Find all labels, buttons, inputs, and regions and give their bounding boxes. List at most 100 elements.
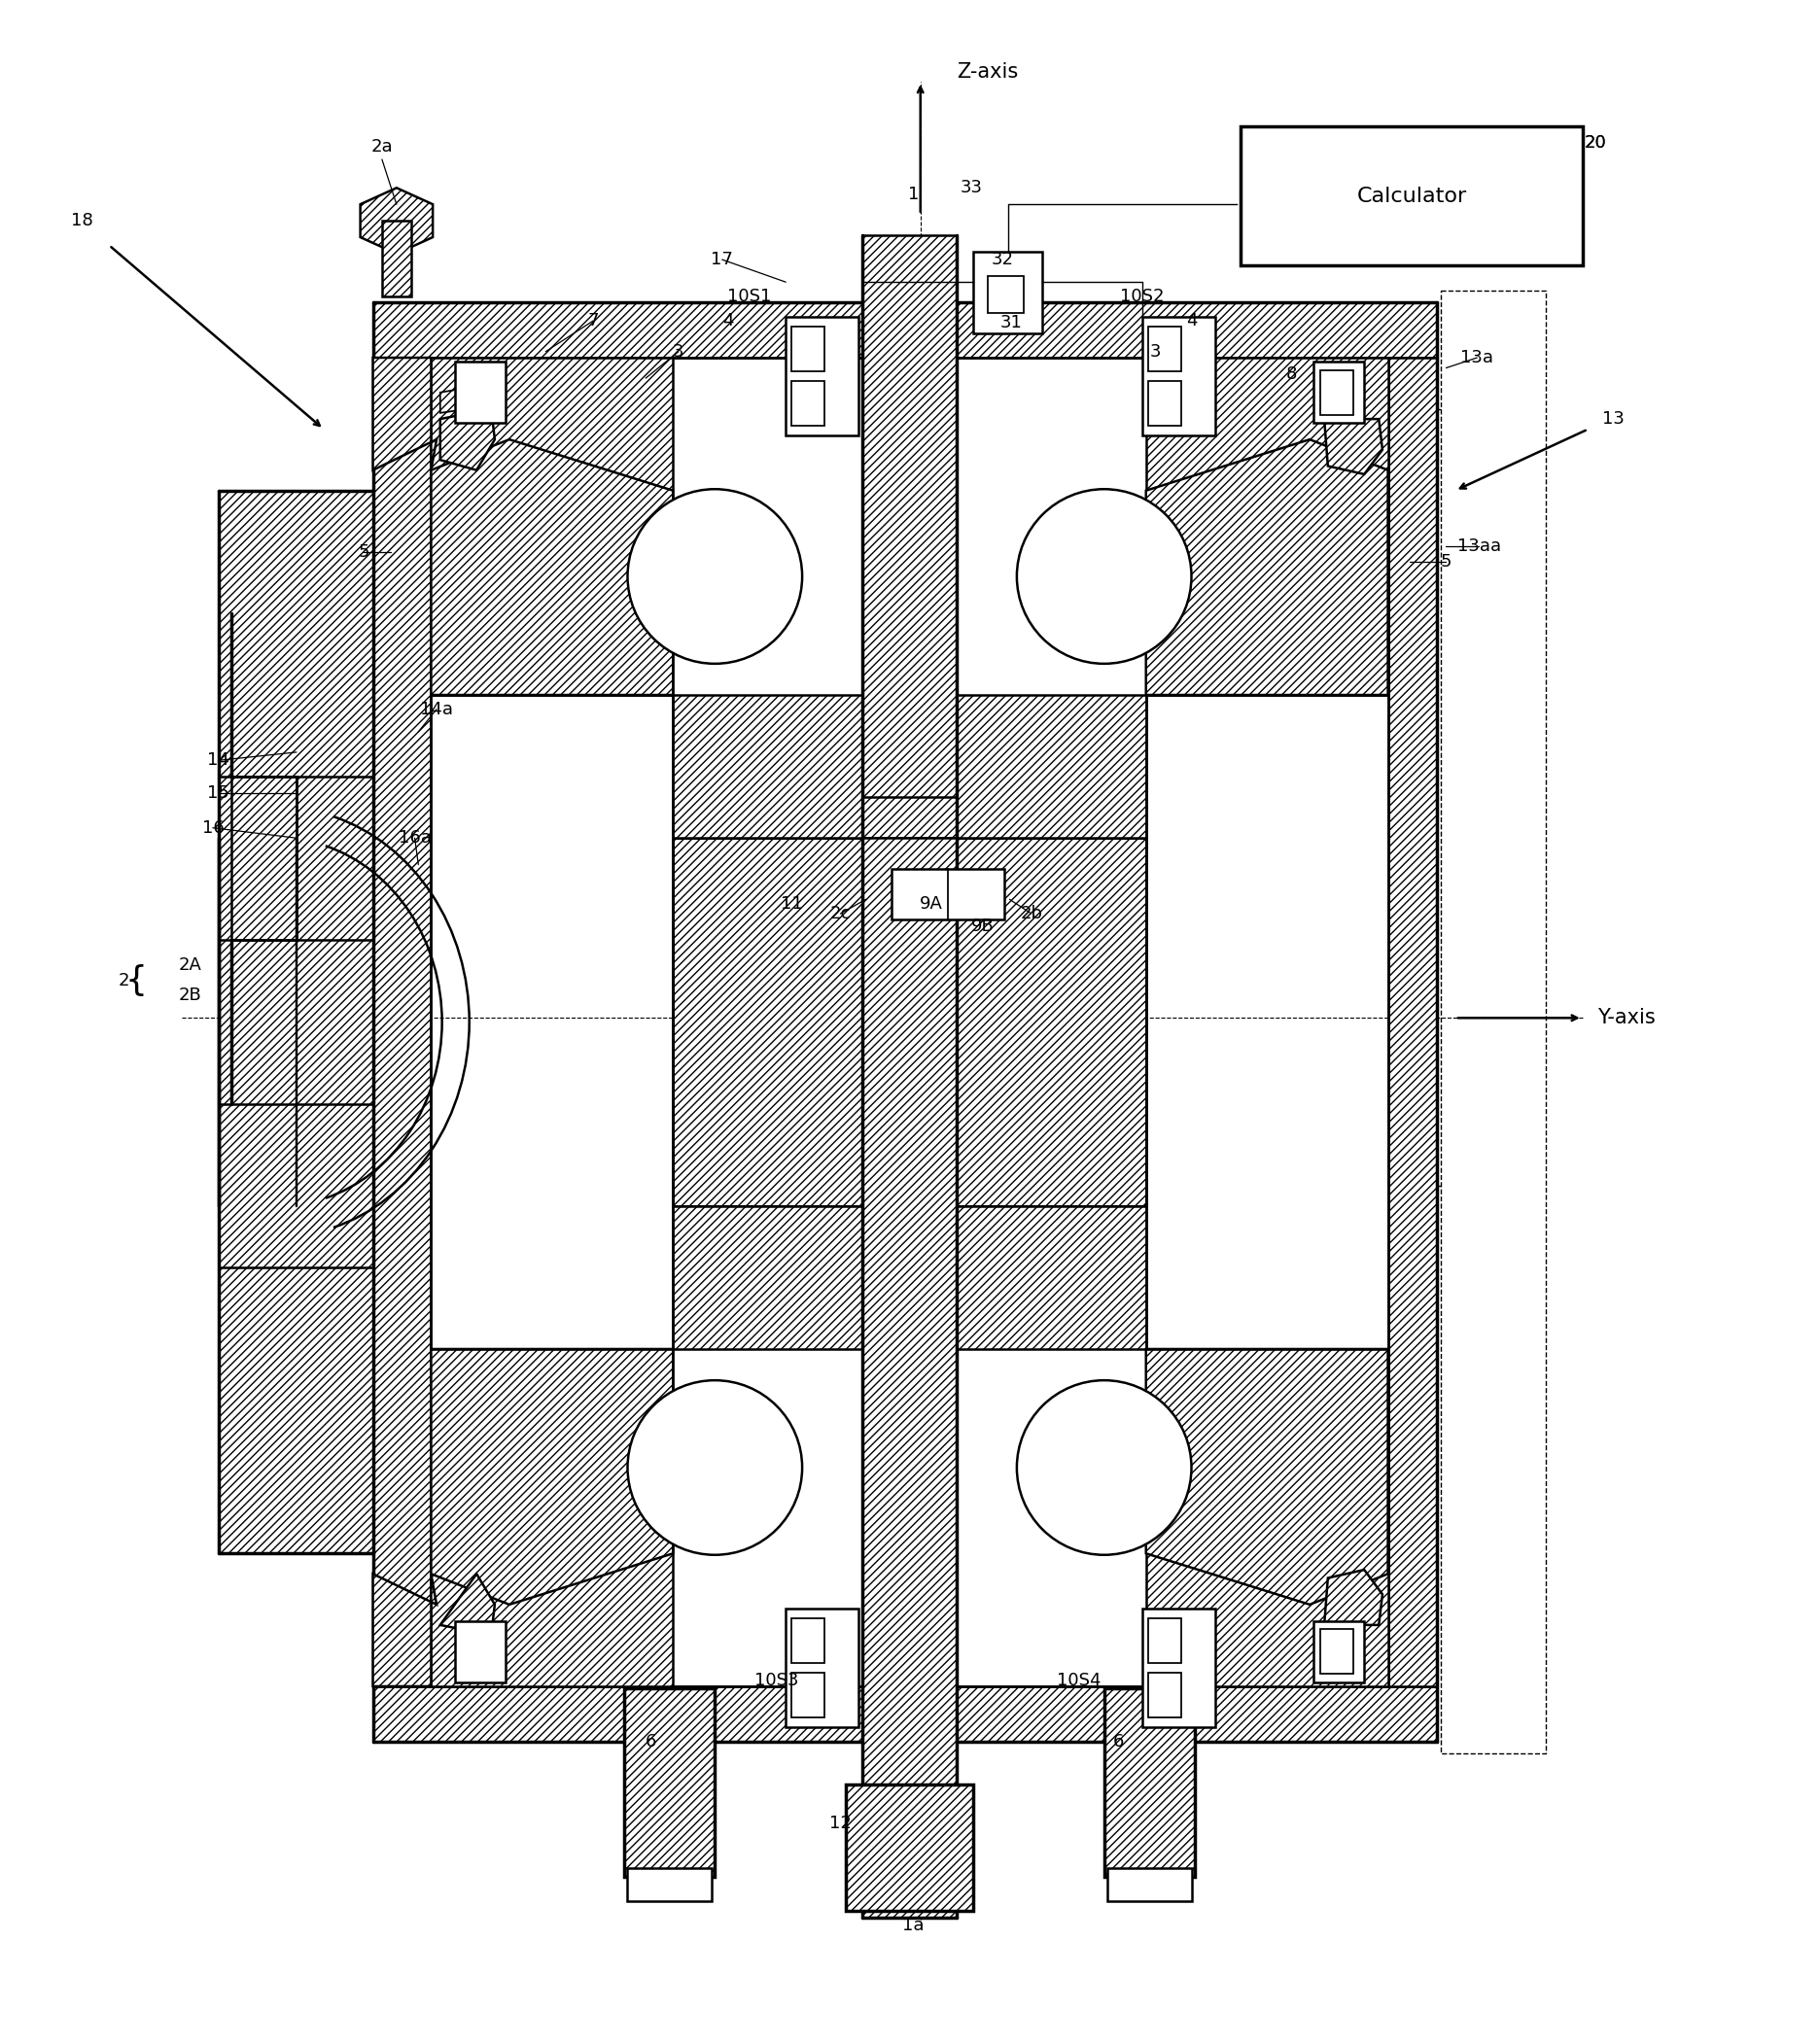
Text: Calculator: Calculator	[1357, 186, 1466, 206]
Text: 4: 4	[722, 313, 733, 329]
Text: 1: 1	[908, 186, 919, 202]
Text: 16: 16	[202, 820, 224, 836]
Bar	[846, 1784, 973, 1911]
Text: 2c: 2c	[829, 905, 851, 922]
Polygon shape	[673, 838, 1146, 1206]
Text: 17: 17	[711, 251, 733, 268]
Polygon shape	[1146, 439, 1388, 695]
Text: 7: 7	[588, 313, 598, 329]
Circle shape	[628, 1380, 802, 1555]
Circle shape	[1017, 489, 1191, 664]
Bar	[973, 251, 1042, 333]
Text: {: {	[126, 965, 147, 997]
Polygon shape	[431, 1349, 673, 1605]
Text: 9B: 9B	[971, 918, 993, 934]
Text: 2B: 2B	[178, 987, 202, 1004]
Bar	[628, 1868, 711, 1901]
Text: 3: 3	[1150, 343, 1161, 360]
Text: Y-axis: Y-axis	[1597, 1008, 1655, 1028]
Text: 33: 33	[960, 180, 982, 196]
Text: 13aa: 13aa	[1457, 538, 1501, 554]
Polygon shape	[431, 439, 673, 695]
Bar	[624, 1688, 715, 1876]
Text: 16a: 16a	[398, 830, 431, 846]
Bar	[786, 1609, 859, 1727]
Text: 2a: 2a	[371, 139, 393, 155]
Polygon shape	[360, 188, 433, 253]
Polygon shape	[373, 1686, 1437, 1741]
Text: 15: 15	[207, 785, 229, 801]
Text: 5: 5	[1441, 554, 1452, 570]
Polygon shape	[862, 235, 957, 797]
Bar	[1241, 127, 1583, 266]
Polygon shape	[440, 388, 469, 413]
Text: 3: 3	[673, 343, 684, 360]
Text: 1a: 1a	[902, 1917, 924, 1934]
Polygon shape	[1146, 358, 1388, 695]
Bar	[1313, 362, 1364, 423]
Bar	[1142, 1609, 1215, 1727]
Polygon shape	[373, 358, 437, 470]
Polygon shape	[218, 491, 373, 1553]
Polygon shape	[1324, 419, 1382, 474]
Bar	[382, 221, 411, 296]
Bar	[1321, 370, 1353, 415]
Text: 14: 14	[207, 752, 229, 769]
Bar	[1313, 1621, 1364, 1682]
Circle shape	[628, 489, 802, 664]
Bar	[1142, 317, 1215, 435]
Text: 2A: 2A	[178, 957, 202, 973]
Text: 10S2: 10S2	[1121, 288, 1164, 305]
Bar	[1148, 327, 1181, 372]
Text: 31: 31	[1000, 315, 1022, 331]
Text: 20: 20	[1584, 135, 1606, 151]
Polygon shape	[1146, 1349, 1388, 1686]
Text: 2b: 2b	[1020, 905, 1042, 922]
Text: 6: 6	[1113, 1733, 1124, 1750]
Polygon shape	[431, 1349, 673, 1686]
Text: 13a: 13a	[1461, 350, 1493, 366]
Polygon shape	[1146, 1349, 1388, 1605]
Text: 20: 20	[1584, 135, 1606, 151]
Text: 13: 13	[1603, 411, 1624, 427]
Text: 5: 5	[358, 544, 369, 560]
Bar	[455, 1621, 506, 1682]
Polygon shape	[373, 1574, 437, 1686]
Polygon shape	[673, 695, 1146, 838]
Bar	[1321, 1629, 1353, 1674]
Polygon shape	[218, 1267, 373, 1553]
Text: 10S4: 10S4	[1057, 1672, 1100, 1688]
Bar	[791, 327, 824, 372]
Bar	[988, 276, 1024, 313]
Text: 11: 11	[780, 895, 802, 912]
Bar	[1148, 1672, 1181, 1717]
Polygon shape	[373, 303, 1437, 358]
Polygon shape	[231, 777, 296, 940]
Text: 10S3: 10S3	[755, 1672, 799, 1688]
Bar	[791, 380, 824, 425]
Bar	[455, 362, 506, 423]
Text: 2: 2	[118, 973, 129, 989]
Text: 18: 18	[71, 213, 93, 229]
Polygon shape	[440, 409, 495, 470]
Polygon shape	[431, 358, 673, 695]
Bar	[891, 869, 1004, 920]
Polygon shape	[1324, 1570, 1382, 1625]
Polygon shape	[218, 491, 373, 777]
Bar	[1104, 1688, 1195, 1876]
Text: 4: 4	[1186, 313, 1197, 329]
Text: 32: 32	[991, 251, 1013, 268]
Bar	[1148, 1619, 1181, 1664]
Text: 6: 6	[646, 1733, 657, 1750]
Text: 9A: 9A	[920, 895, 942, 912]
Polygon shape	[373, 358, 431, 1686]
Polygon shape	[862, 838, 957, 1917]
Text: Z-axis: Z-axis	[957, 61, 1019, 82]
Bar	[791, 1672, 824, 1717]
Polygon shape	[673, 1206, 1146, 1349]
Bar	[791, 1619, 824, 1664]
Polygon shape	[440, 1574, 495, 1635]
Text: 12: 12	[829, 1815, 851, 1831]
Polygon shape	[218, 940, 373, 1104]
Text: 10S1: 10S1	[728, 288, 771, 305]
